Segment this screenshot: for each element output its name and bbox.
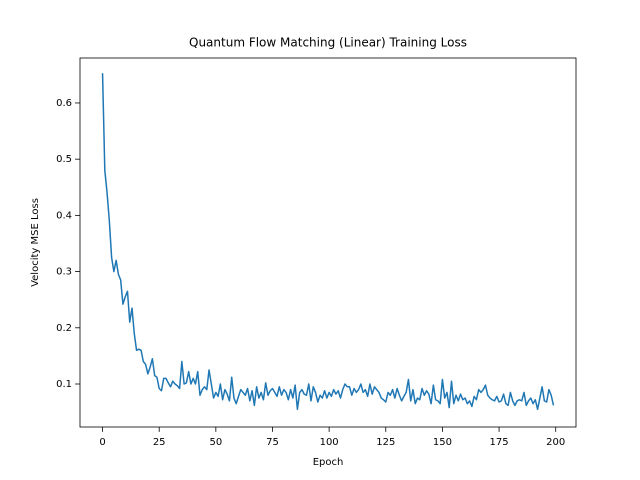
y-axis-label: Velocity MSE Loss bbox=[30, 198, 41, 287]
x-tick-label: 125 bbox=[376, 437, 395, 448]
plot-frame bbox=[79, 57, 577, 428]
y-tick-label: 0.2 bbox=[56, 323, 72, 334]
chart-title: Quantum Flow Matching (Linear) Training … bbox=[189, 36, 467, 50]
x-tick-label: 175 bbox=[490, 437, 509, 448]
x-tick-label: 75 bbox=[266, 437, 279, 448]
y-tick-label: 0.3 bbox=[56, 267, 72, 278]
x-tick-label: 25 bbox=[153, 437, 166, 448]
x-tick-label: 100 bbox=[320, 437, 339, 448]
x-tick-label: 0 bbox=[99, 437, 105, 448]
data-line bbox=[101, 73, 555, 411]
x-tick-label: 50 bbox=[209, 437, 222, 448]
x-tick-label: 150 bbox=[433, 437, 452, 448]
y-tick-label: 0.1 bbox=[56, 379, 72, 390]
x-axis-label: Epoch bbox=[313, 457, 344, 468]
y-tick-label: 0.5 bbox=[56, 154, 72, 165]
y-tick-label: 0.6 bbox=[56, 98, 72, 109]
x-tick-label: 200 bbox=[546, 437, 565, 448]
y-tick-label: 0.4 bbox=[56, 210, 72, 221]
